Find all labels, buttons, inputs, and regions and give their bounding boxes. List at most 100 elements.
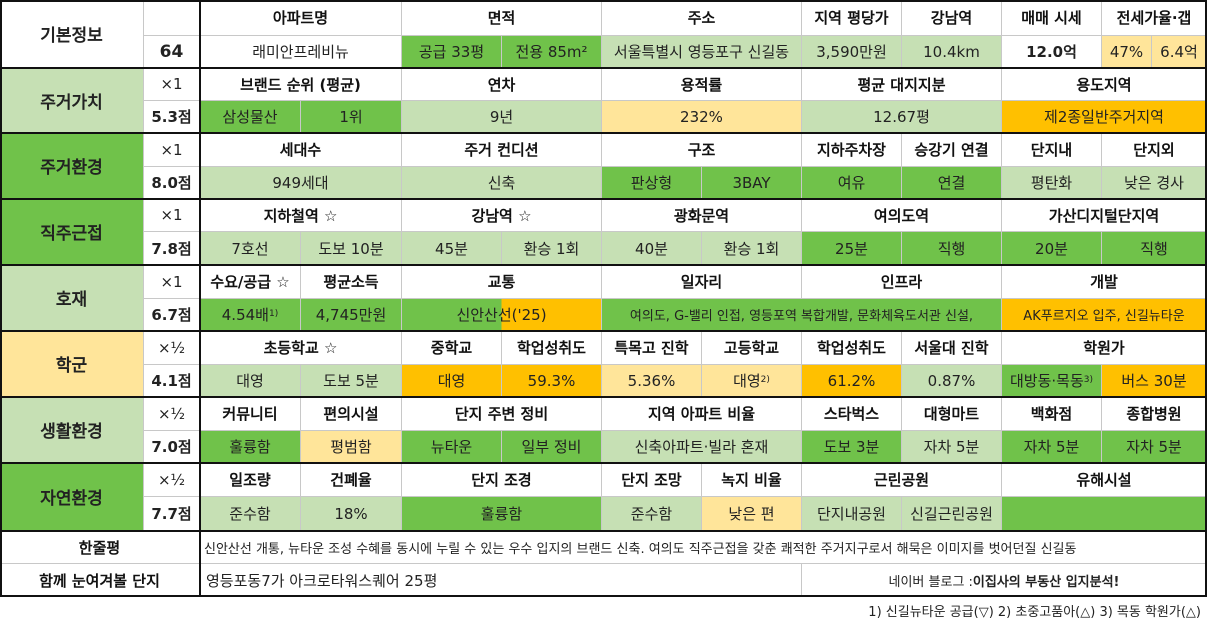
special-high: 5.36% bbox=[602, 365, 702, 397]
high-name-value: 대영 bbox=[733, 372, 761, 390]
label-elementary: 초등학교 ☆ bbox=[200, 331, 402, 365]
convenience: 평범함 bbox=[301, 431, 402, 463]
zoning: 제2종일반주거지역 bbox=[1002, 101, 1207, 133]
gangnam-distance: 10.4km bbox=[902, 36, 1002, 68]
jeonse-ratio: 47% bbox=[1102, 36, 1152, 68]
blog-prefix: 네이버 블로그 : bbox=[888, 574, 973, 590]
mart: 자차 5분 bbox=[902, 431, 1002, 463]
middle-name: 대영 bbox=[402, 365, 502, 397]
row-title-living-value: 주거가치 bbox=[0, 68, 144, 133]
row-title-living-env: 주거환경 bbox=[0, 133, 144, 199]
surroundings-newtown: 뉴타운 bbox=[402, 431, 502, 463]
surroundings-partial: 일부 정비 bbox=[502, 431, 602, 463]
label-gangnam: 강남역 bbox=[902, 0, 1002, 36]
label-apartment-ratio: 지역 아파트 비율 bbox=[602, 397, 802, 431]
elementary-walk: 도보 5분 bbox=[301, 365, 402, 397]
row-title-commute: 직주근접 bbox=[0, 199, 144, 265]
weight-living-env: ×1 bbox=[144, 133, 200, 167]
gangnam-transfer: 환승 1회 bbox=[502, 232, 602, 265]
label-brand-rank: 브랜드 순위 (평균) bbox=[200, 68, 402, 101]
households: 949세대 bbox=[200, 167, 402, 199]
label-sunlight: 일조량 bbox=[200, 463, 301, 497]
high-achievement: 61.2% bbox=[802, 365, 902, 397]
park-inside: 단지내공원 bbox=[802, 497, 902, 531]
footnote: 1) 신길뉴타운 공급(▽) 2) 초중고품아(△) 3) 목동 학원가(△) bbox=[868, 605, 1201, 620]
hazard bbox=[1002, 497, 1207, 531]
row-title-school: 학군 bbox=[0, 331, 144, 397]
yeouido-transfer: 직행 bbox=[902, 232, 1002, 265]
label-sale-price: 매매 시세 bbox=[1002, 0, 1102, 36]
score-development: 6.7점 bbox=[144, 299, 200, 331]
sunlight: 준수함 bbox=[200, 497, 301, 531]
address: 서울특별시 영등포구 신길동 bbox=[602, 36, 802, 68]
label-high: 고등학교 bbox=[702, 331, 802, 365]
apartment-ratio: 신축아파트·빌라 혼재 bbox=[602, 431, 802, 463]
label-community: 커뮤니티 bbox=[200, 397, 301, 431]
landscaping: 훌륭함 bbox=[402, 497, 602, 531]
row-title-life-env: 생활환경 bbox=[0, 397, 144, 463]
label-parking: 지하주차장 bbox=[802, 133, 902, 167]
brand-name: 삼성물산 bbox=[200, 101, 301, 133]
label-hazard: 유해시설 bbox=[1002, 463, 1207, 497]
elementary-name: 대영 bbox=[200, 365, 301, 397]
label-starbucks: 스타벅스 bbox=[802, 397, 902, 431]
label-age: 연차 bbox=[402, 68, 602, 101]
label-apartment: 아파트명 bbox=[200, 0, 402, 36]
inside-complex: 평탄화 bbox=[1002, 167, 1102, 199]
label-green-ratio: 녹지 비율 bbox=[702, 463, 802, 497]
structure-type: 판상형 bbox=[602, 167, 702, 199]
snu-rate: 0.87% bbox=[902, 365, 1002, 397]
label-view: 단지 조망 bbox=[602, 463, 702, 497]
starbucks: 도보 3분 bbox=[802, 431, 902, 463]
label-hospital: 종합병원 bbox=[1102, 397, 1207, 431]
label-mart: 대형마트 bbox=[902, 397, 1002, 431]
academy-area-value: 대방동·목동 bbox=[1009, 372, 1084, 390]
label-convenience: 편의시설 bbox=[301, 397, 402, 431]
structure-bay: 3BAY bbox=[702, 167, 802, 199]
outside-complex: 낮은 경사 bbox=[1102, 167, 1207, 199]
condition: 신축 bbox=[402, 167, 602, 199]
label-high-achievement: 학업성취도 bbox=[802, 331, 902, 365]
subway-line: 7호선 bbox=[200, 232, 301, 265]
label-supply-demand: 수요/공급 ☆ bbox=[200, 265, 301, 299]
label-elevator: 승강기 연결 bbox=[902, 133, 1002, 167]
gap: 6.4억 bbox=[1152, 36, 1207, 68]
row-title-nature-env: 자연환경 bbox=[0, 463, 144, 531]
sale-price: 12.0억 bbox=[1002, 36, 1102, 68]
label-transport: 교통 bbox=[402, 265, 602, 299]
blog-credit: 네이버 블로그 : 이집사의 부동산 입지분석! bbox=[802, 564, 1207, 597]
label-dev: 개발 bbox=[1002, 265, 1207, 299]
jobs-infra: 여의도, G-밸리 인접, 영등포역 복합개발, 문화체육도서관 신설, bbox=[602, 299, 1002, 331]
label-middle-achievement: 학업성취도 bbox=[502, 331, 602, 365]
age: 9년 bbox=[402, 101, 602, 133]
label-snu: 서울대 진학 bbox=[902, 331, 1002, 365]
supply-demand-value: 4.54배 bbox=[221, 306, 269, 324]
area-exclusive: 전용 85m² bbox=[502, 36, 602, 68]
community: 훌륭함 bbox=[200, 431, 301, 463]
green-ratio: 낮은 편 bbox=[702, 497, 802, 531]
label-gasan: 가산디지털단지역 bbox=[1002, 199, 1207, 232]
label-gangnam-station: 강남역 ☆ bbox=[402, 199, 602, 232]
label-jobs: 일자리 bbox=[602, 265, 802, 299]
brand-rank: 1위 bbox=[301, 101, 402, 133]
high-name: 대영 2) bbox=[702, 365, 802, 397]
score-nature-env: 7.7점 bbox=[144, 497, 200, 531]
apartment-name: 래미안프레비뉴 bbox=[200, 36, 402, 68]
far: 232% bbox=[602, 101, 802, 133]
weight-commute: ×1 bbox=[144, 199, 200, 232]
gasan-transfer: 직행 bbox=[1102, 232, 1207, 265]
price-per-pyeong: 3,590만원 bbox=[802, 36, 902, 68]
label-infra: 인프라 bbox=[802, 265, 1002, 299]
park-nearby: 신길근린공원 bbox=[902, 497, 1002, 531]
hospital: 자차 5분 bbox=[1102, 431, 1207, 463]
label-households: 세대수 bbox=[200, 133, 402, 167]
score-living-env: 8.0점 bbox=[144, 167, 200, 199]
label-gwanghwamun: 광화문역 bbox=[602, 199, 802, 232]
weight-living-value: ×1 bbox=[144, 68, 200, 101]
gwanghwamun-time: 40분 bbox=[602, 232, 702, 265]
label-far: 용적률 bbox=[602, 68, 802, 101]
transport: 신안산선('25) bbox=[402, 299, 602, 331]
land-share: 12.67평 bbox=[802, 101, 1002, 133]
label-jeonse-gap: 전세가율·갭 bbox=[1102, 0, 1207, 36]
